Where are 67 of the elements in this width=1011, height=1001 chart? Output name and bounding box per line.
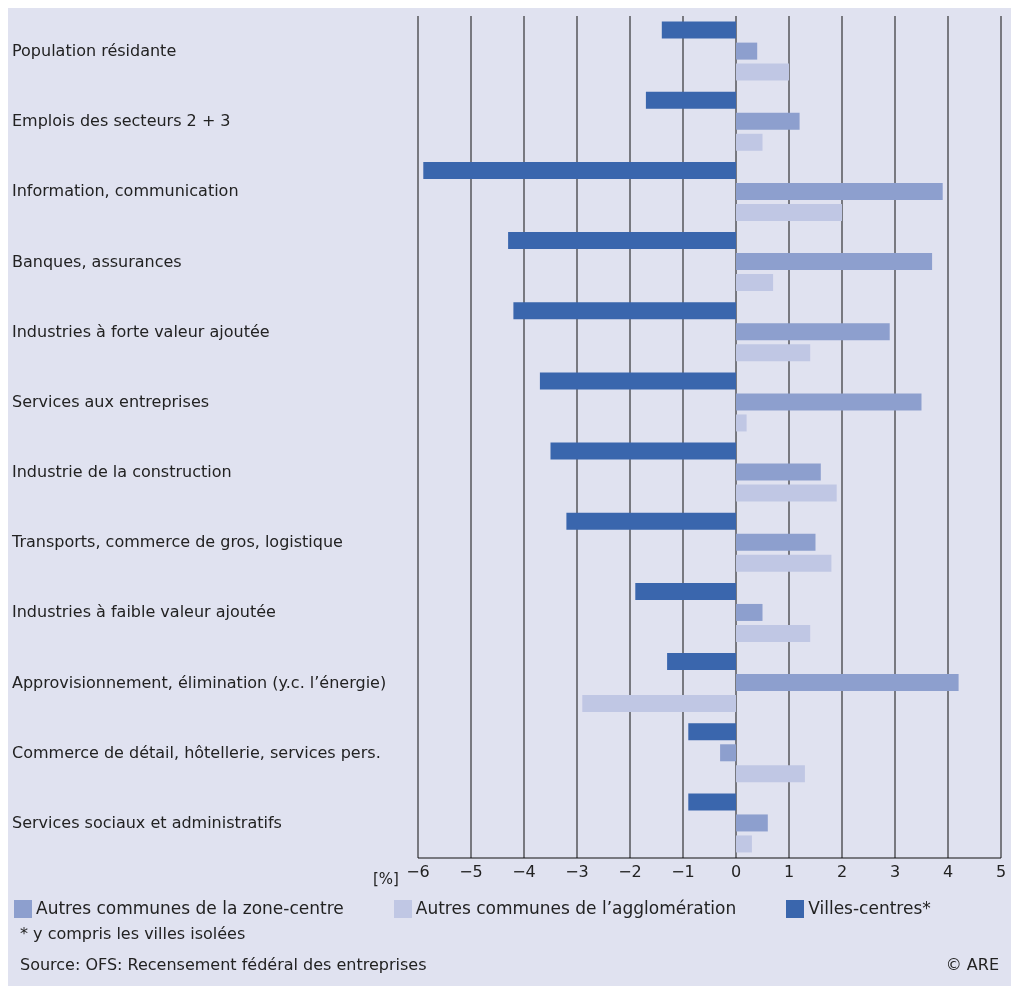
x-axis-title: [%]: [373, 870, 399, 888]
text: * y compris les villes isolées: [19, 923, 247, 945]
x-tick-label: 0: [730, 862, 742, 882]
x-tick-label: −1: [671, 862, 695, 882]
y-tick-label: Transports, commerce de gros, logistique: [11, 532, 343, 552]
bar: [736, 674, 959, 692]
bar: [736, 274, 774, 292]
y-tick-label: Industries à forte valeur ajoutée: [12, 321, 270, 341]
bar: [736, 42, 758, 60]
text: © ARE: [945, 955, 999, 974]
bar: [736, 765, 805, 783]
bar: [736, 393, 922, 411]
bar: [582, 695, 736, 713]
bar: [720, 744, 736, 762]
bar: [550, 442, 736, 460]
bar: [736, 484, 837, 502]
x-tick-label: 5: [995, 862, 1007, 882]
y-tick-label: Services sociaux et administratifs: [12, 812, 282, 832]
x-tick-label: −2: [618, 862, 642, 882]
y-tick-label: Emplois des secteurs 2 + 3: [12, 111, 231, 131]
bar: [736, 835, 752, 853]
bar: [736, 133, 763, 151]
x-tick-label: 3: [889, 862, 901, 882]
bar: [513, 302, 736, 320]
y-tick-label: Banques, assurances: [12, 251, 182, 271]
x-tick-label: −4: [512, 862, 536, 882]
bar: [736, 253, 933, 271]
x-tick-label: −5: [459, 862, 483, 882]
bar: [645, 91, 736, 109]
bar: [688, 793, 736, 811]
bar: [736, 463, 821, 481]
y-tick-label: Approvisionnement, élimination (y.c. l’énergie): [12, 672, 387, 692]
bar: [736, 323, 890, 341]
bar: [635, 582, 736, 600]
x-tick-label: 2: [836, 862, 848, 882]
bar: [736, 63, 789, 81]
legend-label: Autres communes de la zone-centre: [36, 898, 344, 918]
y-tick-label: Services aux entreprises: [12, 391, 210, 411]
bar: [736, 533, 816, 551]
y-tick-label: Population résidante: [12, 41, 177, 61]
bar: [736, 814, 768, 832]
legend-label: Autres communes de l’agglomération: [415, 898, 737, 918]
x-tick-label: 4: [942, 862, 954, 882]
legend-label: Villes-centres*: [808, 898, 931, 918]
y-tick-label: Commerce de détail, hôtellerie, services pers.: [12, 742, 381, 762]
x-tick-label: 1: [783, 862, 795, 882]
bar: [539, 372, 736, 390]
x-tick-label: −6: [406, 862, 430, 882]
bar: [736, 203, 842, 221]
y-tick-label: Industries à faible valeur ajoutée: [12, 602, 276, 622]
bar: [736, 112, 800, 130]
bar: [566, 512, 736, 530]
bar: [736, 344, 811, 362]
bar: [423, 161, 736, 179]
bar: [661, 21, 736, 39]
bar: [736, 603, 763, 621]
bar: [688, 723, 736, 741]
x-tick-label: −3: [565, 862, 589, 882]
y-tick-label: Information, communication: [12, 181, 239, 201]
bar: [736, 554, 832, 572]
source-note: Source: OFS: Recensement fédéral des entreprises: [20, 955, 427, 974]
bar: [667, 653, 736, 671]
y-tick-label: Industrie de la construction: [12, 462, 232, 482]
bar: [736, 182, 943, 200]
bar: [736, 414, 747, 432]
bar: [736, 624, 811, 642]
bar: [508, 232, 736, 250]
